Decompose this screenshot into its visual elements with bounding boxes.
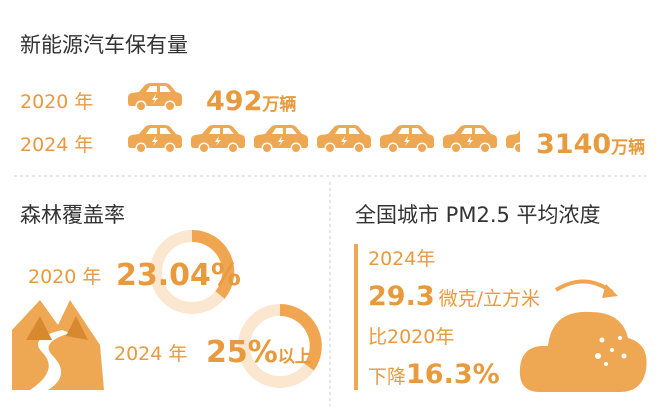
ev-value: 3140万辆 [536, 129, 645, 160]
text-part: 16.3% [406, 359, 500, 390]
compare-label: 比2020年 [368, 326, 454, 348]
year-label: 2020 年 [28, 266, 101, 288]
year-label: 2024 年 [114, 343, 187, 365]
text-part: 下降 [368, 366, 406, 388]
section-title: 新能源汽车保有量 [20, 33, 188, 57]
text-part: 492 [206, 86, 262, 117]
car-row [128, 125, 520, 154]
ev-value: 492万辆 [206, 86, 296, 117]
text-part: 3140 [536, 129, 611, 160]
section-title: 全国城市 PM2.5 平均浓度 [355, 203, 601, 227]
year-label: 2024年 [368, 248, 435, 270]
tree-icon [12, 300, 104, 390]
ring [150, 229, 322, 388]
pm-value: 29.3 微克/立方米 [368, 281, 540, 312]
forest-value: 25%以上 [206, 335, 312, 370]
year-label: 2020 年 [20, 91, 93, 113]
text-part: 万辆 [261, 94, 296, 115]
forest-value: 23.04% [116, 258, 241, 293]
accent-bar [354, 244, 358, 390]
text-part: 29.3 [368, 281, 435, 312]
text-part: 以上 [278, 347, 312, 367]
car-icon [128, 83, 182, 112]
text-part: 万辆 [610, 137, 645, 158]
cloud-icon [519, 279, 647, 392]
text-part: 25% [206, 335, 278, 370]
pm-change: 下降16.3% [368, 359, 500, 390]
section-title: 森林覆盖率 [20, 203, 125, 227]
text-part: 微克/立方米 [439, 288, 540, 310]
year-label: 2024 年 [20, 134, 93, 156]
